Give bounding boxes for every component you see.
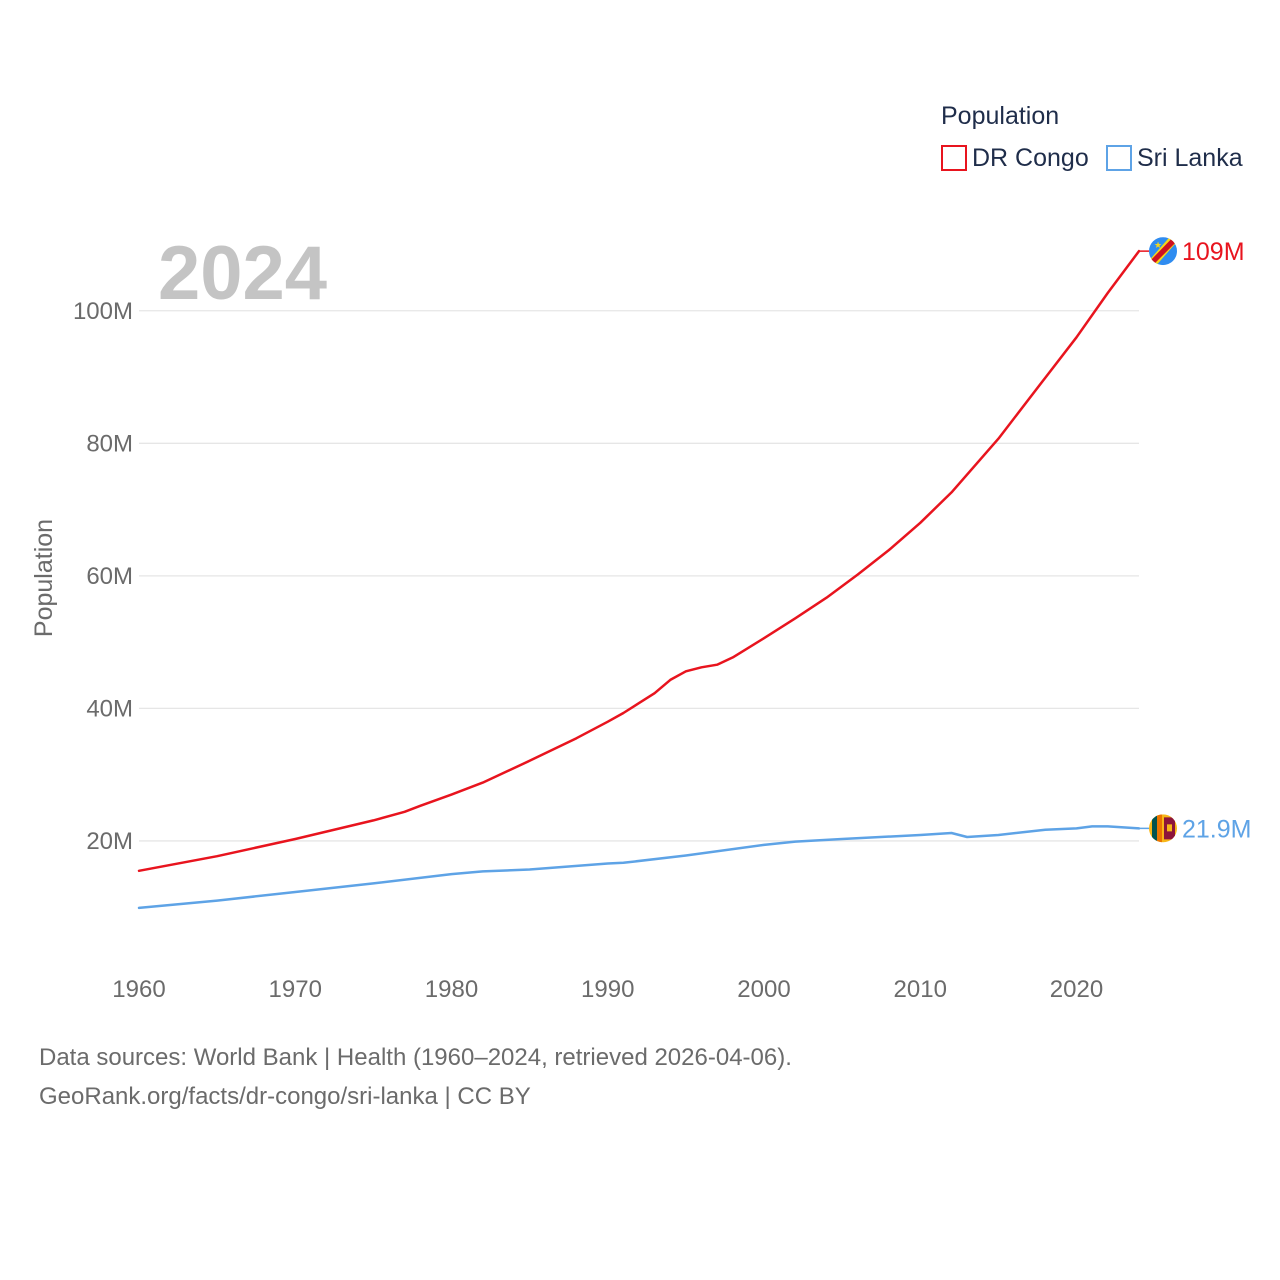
end-value-label: 109M — [1182, 238, 1245, 266]
y-tick-label: 20M — [86, 828, 133, 855]
svg-text:★: ★ — [1154, 241, 1162, 251]
legend-item-dr-congo[interactable]: DR Congo — [941, 144, 1089, 172]
source-line-1: Data sources: World Bank | Health (1960–… — [39, 1044, 792, 1071]
x-tick-label: 1980 — [425, 976, 478, 1003]
series-line-sri-lanka — [137, 825, 1141, 910]
year-label: 2024 — [158, 231, 327, 316]
legend-title: Population — [941, 102, 1059, 130]
source-line-2: GeoRank.org/facts/dr-congo/sri-lanka | C… — [39, 1083, 531, 1110]
y-tick-label: 60M — [86, 563, 133, 590]
x-tick-label: 2000 — [737, 976, 790, 1003]
end-value-label: 21.9M — [1182, 815, 1251, 843]
legend-item-sri-lanka[interactable]: Sri Lanka — [1106, 144, 1243, 172]
x-tick-label: 1990 — [581, 976, 634, 1003]
y-tick-label: 80M — [86, 430, 133, 457]
gridlines — [139, 310, 1139, 842]
legend-label-sri-lanka: Sri Lanka — [1137, 144, 1243, 172]
x-tick-label: 1970 — [269, 976, 322, 1003]
sri-lanka-flag-icon — [1149, 814, 1177, 843]
legend-label-dr-congo: DR Congo — [972, 144, 1089, 172]
dr-congo-flag-icon: ★ — [1149, 237, 1177, 266]
y-tick-label: 40M — [86, 695, 133, 722]
y-tick-label: 100M — [73, 298, 133, 325]
legend: Population DR Congo Sri Lanka — [941, 102, 1243, 172]
series-lines: 109M 21.9M — [137, 238, 1251, 910]
y-axis-title: Population — [30, 519, 58, 637]
x-tick-label: 2010 — [894, 976, 947, 1003]
x-tick-label: 2020 — [1050, 976, 1103, 1003]
legend-swatch-dr-congo — [941, 145, 967, 171]
series-line-dr-congo — [137, 249, 1141, 873]
legend-swatch-sri-lanka — [1106, 145, 1132, 171]
x-axis-ticks: 1960 1970 1980 1990 2000 2010 2020 — [112, 976, 1103, 1003]
y-axis-ticks: 20M 40M 60M 80M 100M — [73, 298, 133, 855]
x-tick-label: 1960 — [112, 976, 165, 1003]
